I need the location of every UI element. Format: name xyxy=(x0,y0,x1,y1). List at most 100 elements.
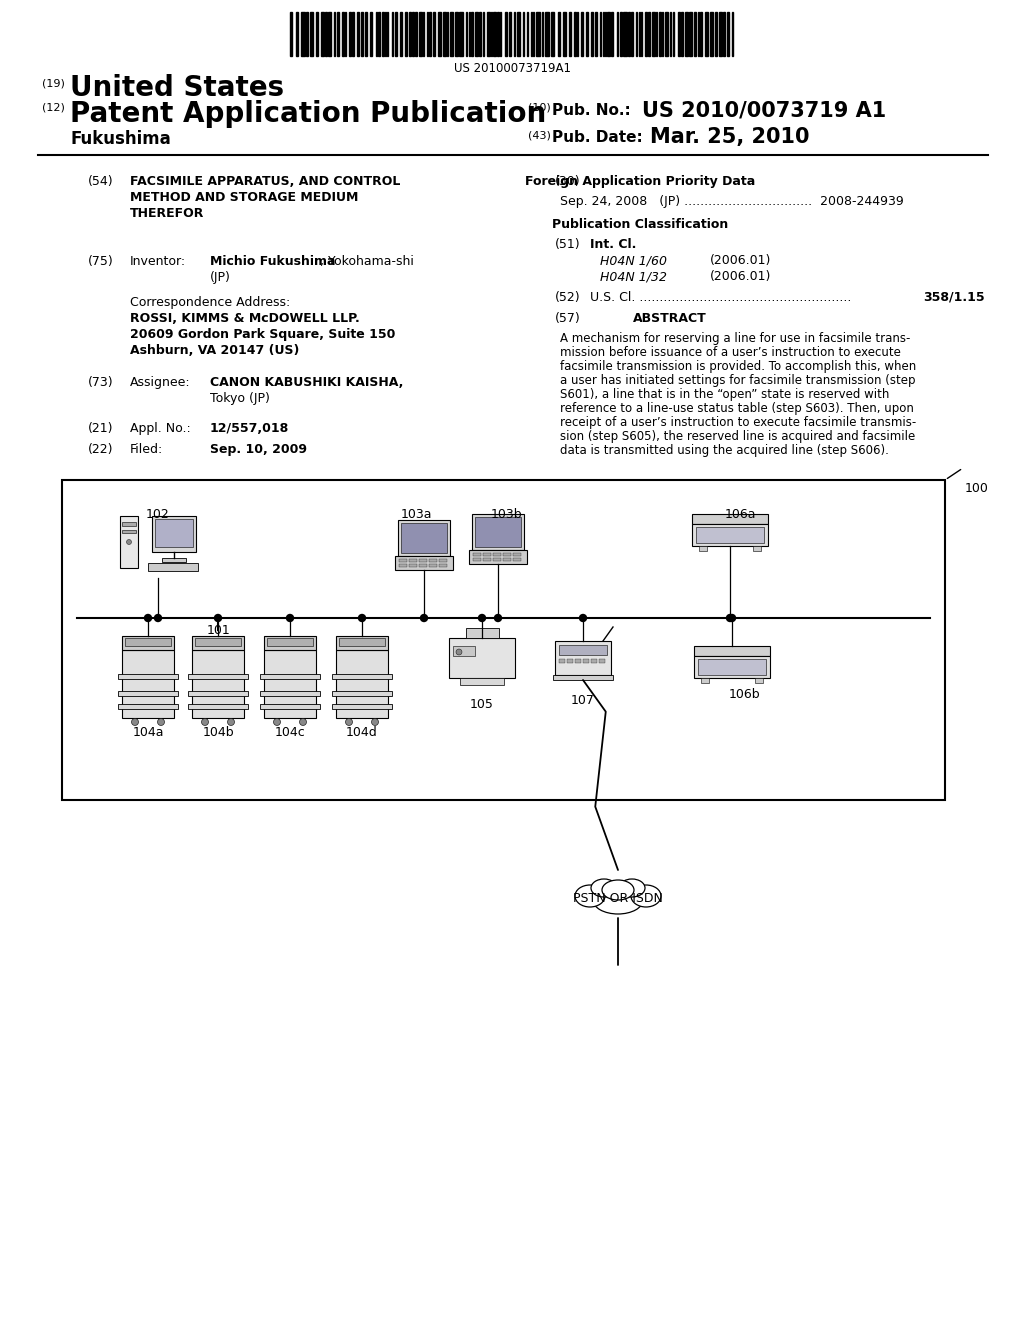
Bar xyxy=(483,553,490,556)
Bar xyxy=(371,12,373,55)
Bar xyxy=(569,12,571,55)
Bar xyxy=(494,12,496,55)
Text: FACSIMILE APPARATUS, AND CONTROL: FACSIMILE APPARATUS, AND CONTROL xyxy=(130,176,400,187)
Bar xyxy=(483,12,484,55)
Bar xyxy=(391,12,393,55)
Bar xyxy=(345,12,346,55)
Bar xyxy=(475,12,477,55)
Bar xyxy=(412,12,415,55)
Text: THEREFOR: THEREFOR xyxy=(130,207,205,220)
Circle shape xyxy=(726,615,733,622)
Circle shape xyxy=(287,615,294,622)
Bar xyxy=(631,12,634,55)
Bar xyxy=(645,12,647,55)
Text: (75): (75) xyxy=(88,255,114,268)
Text: (19): (19) xyxy=(42,78,65,88)
Bar xyxy=(338,12,339,55)
Bar xyxy=(715,12,717,55)
Bar xyxy=(689,12,692,55)
Bar xyxy=(656,12,657,55)
Text: US 20100073719A1: US 20100073719A1 xyxy=(454,62,570,75)
Bar xyxy=(478,12,481,55)
Ellipse shape xyxy=(631,884,662,907)
Bar xyxy=(513,553,521,556)
Bar xyxy=(599,659,605,663)
Text: 100: 100 xyxy=(965,482,989,495)
Bar xyxy=(616,12,617,55)
Text: 105: 105 xyxy=(470,698,494,711)
Text: (12): (12) xyxy=(42,103,65,114)
Bar xyxy=(310,12,312,55)
Bar xyxy=(475,517,521,546)
Bar xyxy=(582,12,583,55)
Bar xyxy=(264,636,316,649)
Text: , Yokohama-shi: , Yokohama-shi xyxy=(319,255,414,268)
Bar xyxy=(563,12,565,55)
Bar xyxy=(678,12,680,55)
Bar xyxy=(705,12,708,55)
Bar xyxy=(692,513,768,524)
Bar xyxy=(503,553,511,556)
Circle shape xyxy=(273,718,281,726)
Bar xyxy=(700,12,702,55)
Bar xyxy=(659,12,660,55)
Circle shape xyxy=(227,718,234,726)
Circle shape xyxy=(580,615,587,622)
Bar xyxy=(600,12,601,55)
Bar xyxy=(122,531,136,533)
Text: (51): (51) xyxy=(555,238,581,251)
Bar xyxy=(260,673,319,678)
Bar xyxy=(325,12,328,55)
Text: a user has initiated settings for facsimile transmission (step: a user has initiated settings for facsim… xyxy=(560,374,915,387)
Bar xyxy=(395,12,397,55)
Bar xyxy=(387,12,388,55)
Bar xyxy=(352,12,354,55)
Bar xyxy=(546,12,549,55)
Text: METHOD AND STORAGE MEDIUM: METHOD AND STORAGE MEDIUM xyxy=(130,191,358,205)
Text: ROSSI, KIMMS & McDOWELL LLP.: ROSSI, KIMMS & McDOWELL LLP. xyxy=(130,312,359,325)
Text: Pub. No.:: Pub. No.: xyxy=(552,103,631,117)
Bar xyxy=(542,12,543,55)
Text: Publication Classification: Publication Classification xyxy=(552,218,728,231)
Bar xyxy=(567,659,573,663)
Bar xyxy=(118,705,178,709)
Bar xyxy=(193,636,244,649)
Text: (54): (54) xyxy=(88,176,114,187)
Bar xyxy=(466,628,499,638)
Bar xyxy=(670,12,671,55)
Text: facsimile transmission is provided. To accomplish this, when: facsimile transmission is provided. To a… xyxy=(560,360,916,374)
Bar xyxy=(378,12,380,55)
Bar xyxy=(586,12,588,55)
Text: (43): (43) xyxy=(528,129,551,140)
Bar xyxy=(419,558,427,562)
Bar xyxy=(509,12,511,55)
Text: Tokyo (JP): Tokyo (JP) xyxy=(210,392,270,405)
Text: reference to a line-use status table (step S603). Then, upon: reference to a line-use status table (st… xyxy=(560,403,913,414)
Text: CANON KABUSHIKI KAISHA,: CANON KABUSHIKI KAISHA, xyxy=(210,376,403,389)
Bar xyxy=(522,12,524,55)
Text: Inventor:: Inventor: xyxy=(130,255,186,268)
Bar xyxy=(651,12,655,55)
Bar xyxy=(559,659,565,663)
Text: sion (step S605), the reserved line is acquired and facsimile: sion (step S605), the reserved line is a… xyxy=(560,430,915,444)
Circle shape xyxy=(345,718,352,726)
Bar xyxy=(365,12,367,55)
Bar xyxy=(530,12,531,55)
Bar xyxy=(685,12,688,55)
Bar xyxy=(447,12,449,55)
Circle shape xyxy=(127,540,131,544)
Bar xyxy=(472,513,524,550)
Bar xyxy=(399,558,407,562)
Bar xyxy=(399,12,401,55)
Text: 101: 101 xyxy=(207,624,230,638)
Bar xyxy=(332,690,392,696)
Bar xyxy=(332,705,392,709)
Bar xyxy=(339,638,385,645)
Bar xyxy=(316,12,318,55)
Text: 107: 107 xyxy=(571,694,595,708)
Bar xyxy=(401,523,447,553)
Bar xyxy=(591,12,593,55)
Circle shape xyxy=(131,718,138,726)
Text: (2006.01): (2006.01) xyxy=(710,253,771,267)
Bar xyxy=(551,12,554,55)
